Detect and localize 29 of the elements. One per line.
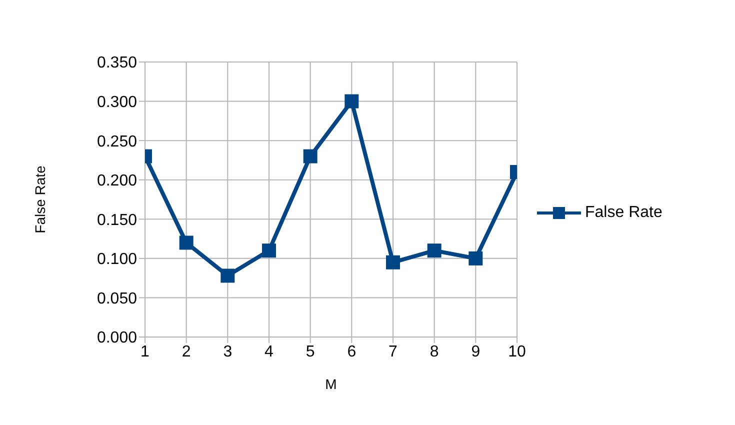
y-tick-label: 0.350 xyxy=(96,54,138,72)
point xyxy=(386,255,400,270)
x-tick-label: 1 xyxy=(140,343,150,360)
x-tick-label: 7 xyxy=(388,343,398,360)
x-tick-label: 3 xyxy=(223,343,232,360)
point xyxy=(262,244,276,258)
point xyxy=(303,149,318,164)
x-tick-label: 4 xyxy=(264,343,274,360)
point xyxy=(220,268,235,283)
y-tick-label: 0.100 xyxy=(96,251,138,268)
y-tick-label: 0.200 xyxy=(96,172,138,190)
y-tick-label: 0.050 xyxy=(96,290,138,308)
x-tick-label: 10 xyxy=(508,343,526,360)
x-tick-label: 2 xyxy=(182,343,191,360)
x-tick-label: 8 xyxy=(430,343,439,360)
legend-label: False Rate xyxy=(585,204,662,222)
x-tick-label: 6 xyxy=(347,343,356,360)
point xyxy=(179,236,194,250)
x-tick-label: 9 xyxy=(471,343,480,360)
y-tick-label: 0.300 xyxy=(96,94,138,111)
x-axis-title: M xyxy=(325,376,337,392)
x-tick-label: 5 xyxy=(306,343,315,360)
point xyxy=(344,94,359,108)
point xyxy=(468,251,483,266)
point xyxy=(427,244,442,258)
y-tick-label: 0.150 xyxy=(96,212,138,229)
y-axis-title: False Rate xyxy=(32,165,48,234)
y-tick-label: 0.000 xyxy=(96,330,138,347)
y-tick-label: 0.250 xyxy=(96,133,138,150)
